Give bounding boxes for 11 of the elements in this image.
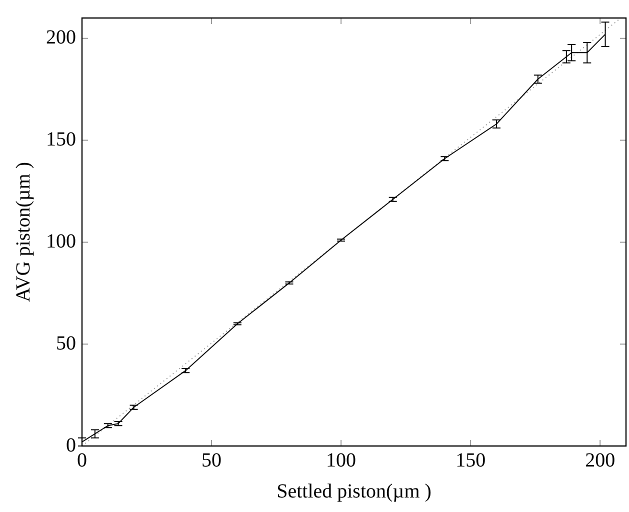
x-tick-label: 150 [456, 449, 486, 472]
y-tick-label: 50 [56, 332, 76, 354]
x-tick-label: 100 [326, 449, 356, 472]
y-tick-label: 0 [66, 434, 76, 456]
y-tick-label: 100 [46, 230, 76, 252]
y-tick-label: 150 [46, 128, 76, 151]
x-tick-label: 200 [585, 449, 616, 472]
y-axis-title: AVG piston(µm ) [12, 162, 34, 302]
y-tick-label: 200 [46, 26, 76, 49]
x-tick-label: 50 [202, 449, 222, 472]
x-axis-title: Settled piston(µm ) [276, 480, 432, 502]
